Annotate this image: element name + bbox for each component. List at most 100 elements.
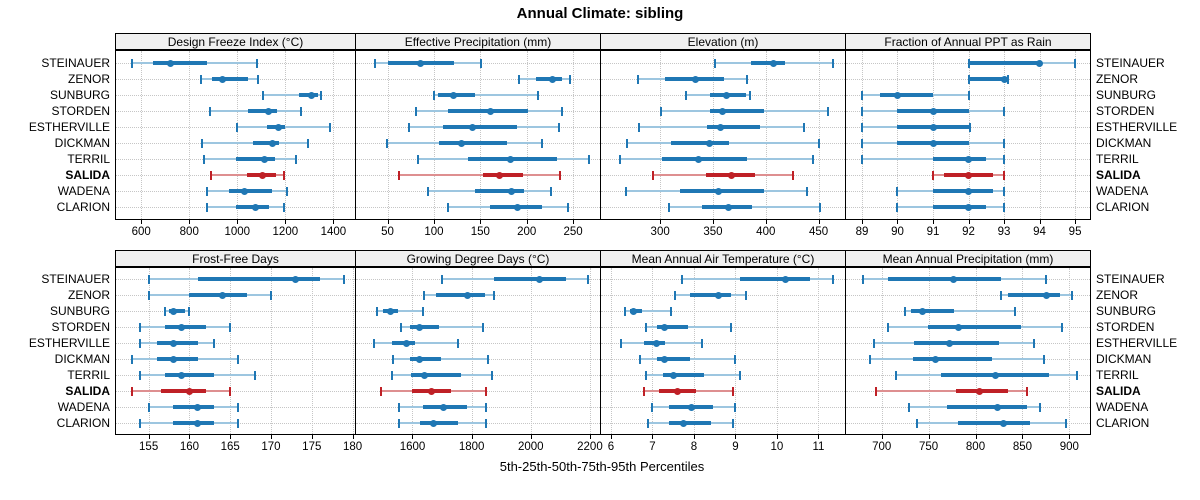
location-label-left: TERRIL bbox=[67, 152, 110, 166]
median-dot bbox=[661, 323, 669, 331]
whisker-cap-high bbox=[480, 58, 483, 68]
location-label-right: TERRIL bbox=[1096, 152, 1139, 166]
gridline-vertical bbox=[237, 51, 239, 219]
axis-tick-label: 11 bbox=[812, 441, 825, 453]
median-dot bbox=[386, 307, 394, 315]
axis-tick bbox=[1069, 435, 1071, 439]
axis-tick bbox=[480, 220, 482, 224]
location-label-left: SALIDA bbox=[65, 168, 110, 182]
gridline-vertical bbox=[897, 51, 899, 219]
axis-tick bbox=[352, 435, 354, 439]
whisker-cap-low bbox=[390, 370, 393, 380]
median-dot bbox=[458, 139, 466, 147]
whisker-cap-high bbox=[256, 74, 259, 84]
whisker-cap-low bbox=[860, 154, 863, 164]
whisker-cap-low bbox=[860, 106, 863, 116]
whisker-cap-high bbox=[732, 418, 735, 428]
axis-tick-label: 92 bbox=[962, 226, 975, 238]
gridline-horizontal bbox=[116, 95, 355, 96]
gridline-vertical bbox=[881, 268, 883, 434]
median-dot bbox=[259, 171, 267, 179]
iqr-bar bbox=[173, 421, 214, 425]
whisker-cap-high bbox=[1006, 74, 1009, 84]
whisker-cap-high bbox=[299, 106, 302, 116]
median-dot bbox=[428, 387, 436, 395]
axis-tick bbox=[968, 220, 970, 224]
axis-tick-label: 170 bbox=[261, 441, 281, 453]
axis-tick bbox=[660, 220, 662, 224]
whisker-cap-high bbox=[1026, 386, 1029, 396]
whisker-cap-low bbox=[714, 58, 717, 68]
whisker-cap-low bbox=[131, 354, 134, 364]
axis-tick bbox=[861, 220, 863, 224]
iqr-bar bbox=[228, 189, 273, 193]
whisker-cap-low bbox=[446, 202, 449, 212]
axis-tick-label: 300 bbox=[650, 226, 670, 238]
whisker-cap-high bbox=[587, 154, 590, 164]
whisker-cap-low bbox=[896, 202, 899, 212]
whisker-cap-high bbox=[237, 418, 240, 428]
axis-tick bbox=[148, 435, 150, 439]
whisker-cap-high bbox=[817, 138, 820, 148]
location-label-left: CLARION bbox=[56, 200, 110, 214]
location-label-right: STEINAUER bbox=[1096, 56, 1165, 70]
location-label-right: STORDEN bbox=[1096, 320, 1155, 334]
median-dot bbox=[194, 419, 202, 427]
whisker-cap-low bbox=[684, 90, 687, 100]
iqr-bar bbox=[970, 77, 1006, 81]
iqr-bar bbox=[483, 173, 523, 177]
whisker-cap-high bbox=[831, 274, 834, 284]
gridline-vertical bbox=[471, 268, 473, 434]
median-dot bbox=[449, 91, 457, 99]
axis-tick bbox=[412, 435, 414, 439]
median-dot bbox=[513, 203, 521, 211]
axis-tick bbox=[818, 435, 820, 439]
gridline-vertical bbox=[589, 268, 591, 434]
median-dot bbox=[416, 355, 424, 363]
whisker-cap-high bbox=[734, 402, 737, 412]
panel-strip: Mean Annual Precipitation (mm) bbox=[845, 250, 1091, 267]
gridline-vertical bbox=[148, 268, 150, 434]
location-label-left: STORDEN bbox=[51, 320, 110, 334]
median-dot bbox=[416, 59, 424, 67]
location-label-right: TERRIL bbox=[1096, 368, 1139, 382]
location-label-left: ESTHERVILLE bbox=[28, 336, 110, 350]
iqr-bar bbox=[474, 189, 524, 193]
whisker-cap-low bbox=[130, 58, 133, 68]
median-dot bbox=[1000, 75, 1008, 83]
axis-tick-label: 1600 bbox=[399, 441, 426, 453]
iqr-bar bbox=[662, 373, 705, 377]
whisker-cap-low bbox=[904, 306, 907, 316]
whisker-cap-high bbox=[745, 74, 748, 84]
median-dot bbox=[723, 91, 731, 99]
whisker-cap-high bbox=[492, 290, 495, 300]
whisker-cap-high bbox=[818, 202, 821, 212]
axis-tick bbox=[230, 435, 232, 439]
axis-tick bbox=[652, 435, 654, 439]
location-label-left: ZENOR bbox=[68, 288, 110, 302]
whisker-cap-low bbox=[873, 338, 876, 348]
location-label-right: ZENOR bbox=[1096, 72, 1138, 86]
iqr-bar bbox=[689, 293, 732, 297]
whisker-cap-low bbox=[620, 338, 623, 348]
iqr-bar bbox=[197, 277, 320, 281]
whisker-cap-low bbox=[999, 290, 1002, 300]
whisker-cap-low bbox=[860, 138, 863, 148]
panel-title: Mean Annual Air Temperature (°C) bbox=[631, 251, 815, 266]
whisker-cap-high bbox=[701, 338, 704, 348]
axis-tick-label: 90 bbox=[891, 226, 904, 238]
whisker-cap-low bbox=[518, 74, 521, 84]
gridline-vertical bbox=[1004, 51, 1006, 219]
gridline-vertical bbox=[933, 51, 935, 219]
axis-tick-label: 250 bbox=[563, 226, 583, 238]
whisker-cap-high bbox=[730, 322, 733, 332]
median-dot bbox=[716, 123, 724, 131]
median-dot bbox=[993, 403, 1001, 411]
median-dot bbox=[416, 323, 424, 331]
whisker-cap-high bbox=[541, 138, 544, 148]
panel-title: Elevation (m) bbox=[687, 34, 759, 49]
whisker-cap-low bbox=[674, 290, 677, 300]
median-dot bbox=[669, 371, 677, 379]
axis-tick-label: 155 bbox=[139, 441, 159, 453]
